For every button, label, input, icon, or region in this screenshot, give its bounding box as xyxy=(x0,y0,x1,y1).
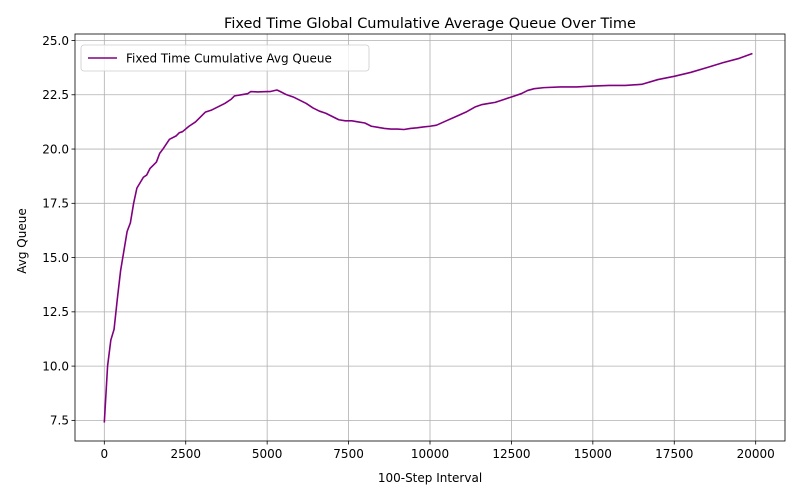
series-line xyxy=(103,52,753,423)
x-tick-label: 15000 xyxy=(574,447,612,461)
y-tick-label: 7.5 xyxy=(50,414,69,428)
y-tick-label: 22.5 xyxy=(42,88,69,102)
legend-label: Fixed Time Cumulative Avg Queue xyxy=(126,52,332,66)
legend: Fixed Time Cumulative Avg Queue xyxy=(80,44,370,72)
x-tick-label: 17500 xyxy=(655,447,693,461)
x-tick-label: 7500 xyxy=(333,447,364,461)
x-tick-label: 20000 xyxy=(737,447,775,461)
y-tick-label: 15.0 xyxy=(42,251,69,265)
y-tick-label: 17.5 xyxy=(42,197,69,211)
y-tick-label: 20.0 xyxy=(42,142,69,156)
x-axis-label: 100-Step Interval xyxy=(378,471,482,485)
x-axis-ticks: 0 2500 5000 7500 10000 12500 15000 17500 20000 xyxy=(100,441,775,461)
x-tick-label: 0 xyxy=(100,447,108,461)
y-axis-label: Avg Queue xyxy=(15,208,29,273)
series-layer xyxy=(103,52,753,423)
x-tick-label: 12500 xyxy=(492,447,530,461)
y-tick-label: 12.5 xyxy=(42,305,69,319)
grid xyxy=(75,34,785,441)
y-tick-label: 10.0 xyxy=(42,359,69,373)
x-tick-label: 2500 xyxy=(170,447,201,461)
y-tick-label: 25.0 xyxy=(42,34,69,48)
x-tick-label: 10000 xyxy=(411,447,449,461)
y-axis-ticks: 7.5 10.0 12.5 15.0 17.5 20.0 22.5 25.0 xyxy=(42,34,75,428)
chart-title: Fixed Time Global Cumulative Average Que… xyxy=(224,16,636,32)
x-tick-label: 5000 xyxy=(252,447,283,461)
legend-box xyxy=(80,44,370,72)
